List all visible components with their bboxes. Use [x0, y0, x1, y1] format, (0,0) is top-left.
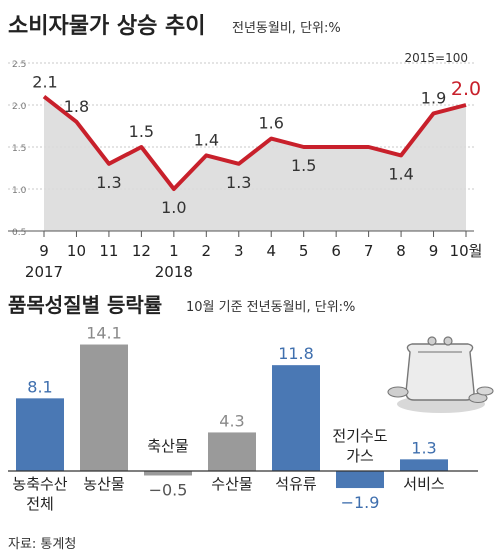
bar: [208, 432, 256, 471]
coin-purse-illustration: [387, 336, 494, 413]
bar-value-label: 8.1: [27, 377, 52, 396]
bar: [80, 344, 128, 471]
bar-chart-title: 품목성질별 등락률: [8, 293, 162, 317]
line-x-tick-label: 1: [169, 242, 179, 260]
line-chart-series: [42, 95, 467, 191]
line-x-tick-label: 5: [299, 242, 309, 260]
base-year-note: 2015=100: [405, 51, 469, 65]
line-chart-title: 소비자물가 상승 추이: [8, 14, 205, 39]
line-area-fill: [44, 96, 466, 231]
line-value-label: 1.4: [388, 164, 413, 183]
line-y-tick-label: 1.5: [12, 144, 26, 154]
line-chart-area: [44, 96, 466, 231]
line-value-label: 1.9: [421, 88, 446, 107]
line-x-tick-label: 2: [202, 242, 212, 260]
line-chart-subtitle: 전년동월비, 단위:%: [232, 21, 341, 36]
line-value-label: 1.3: [226, 173, 251, 192]
line-series-path: [42, 95, 467, 191]
bar-value-label: −1.9: [341, 493, 380, 512]
bar-value-label: 11.8: [278, 344, 314, 363]
bar-chart-subtitle: 10월 기준 전년동월비, 단위:%: [186, 300, 355, 315]
bar: [16, 398, 64, 471]
line-x-tick-label: 4: [266, 242, 276, 260]
line-value-label: 2.0: [451, 78, 481, 100]
line-x-tick-label: 6: [331, 242, 341, 260]
line-value-label: 2.1: [32, 73, 57, 92]
bar-category-label: 농산물: [83, 475, 124, 493]
line-value-label: 1.0: [161, 198, 186, 217]
line-value-label: 1.4: [194, 130, 219, 149]
line-y-tick-label: 2.5: [12, 60, 26, 70]
line-x-tick-label: 9: [429, 242, 439, 260]
bar-chart-bars: [16, 344, 448, 489]
line-y-tick-label: 1.0: [12, 186, 27, 196]
bar-value-label: −0.5: [149, 480, 188, 499]
line-value-label: 1.8: [64, 97, 89, 116]
line-x-tick-label: 3: [234, 242, 244, 260]
line-x-tick-label: 10: [67, 242, 86, 260]
bar-category-label: 서비스: [403, 475, 445, 493]
bar-category-label: 전체: [26, 495, 54, 513]
line-value-label: 1.3: [96, 173, 121, 192]
bar-value-label: 4.3: [219, 411, 244, 430]
bar-category-label: 가스: [346, 447, 374, 465]
line-year-label: 2018: [155, 263, 193, 281]
line-x-tick-label: 12: [132, 242, 151, 260]
bar: [400, 459, 448, 471]
line-chart-y-ticks: 2.5 2.0 1.5 1.0 0.5: [12, 60, 27, 238]
line-y-tick-label: 2.0: [12, 102, 27, 112]
bar-chart-value-labels: 8.1 14.1 −0.5 4.3 11.8 −1.9 1.3: [27, 324, 436, 513]
bar-value-label: 1.3: [411, 438, 436, 457]
bar-category-label: 수산물: [211, 475, 252, 493]
bar-category-label: 축산물: [147, 437, 188, 455]
line-year-label: 2017: [25, 263, 63, 281]
bar: [272, 365, 320, 471]
line-x-tick-label: 8: [396, 242, 406, 260]
line-x-tick-label: 10월: [450, 242, 483, 260]
line-value-label: 1.6: [259, 114, 284, 133]
line-x-tick-label: 7: [364, 242, 374, 260]
source-label: 자료: 통계청: [8, 537, 76, 552]
line-value-label: 1.5: [129, 122, 154, 141]
line-x-tick-label: 9: [39, 242, 49, 260]
bar-category-label: 전기수도: [332, 427, 387, 445]
line-value-label: 1.5: [291, 156, 316, 175]
line-y-tick-label: 0.5: [12, 228, 26, 238]
bar-category-label: 석유류: [275, 475, 317, 493]
bar: [144, 471, 192, 476]
bar-value-label: 14.1: [86, 324, 122, 343]
bar-category-label: 농축수산: [12, 475, 67, 493]
bar: [336, 471, 384, 489]
line-chart-value-labels: 2.1 1.8 1.3 1.5 1.0 1.4 1.3 1.6 1.5 1.4 1.9 2.0: [32, 73, 481, 217]
line-x-tick-label: 11: [99, 242, 118, 260]
